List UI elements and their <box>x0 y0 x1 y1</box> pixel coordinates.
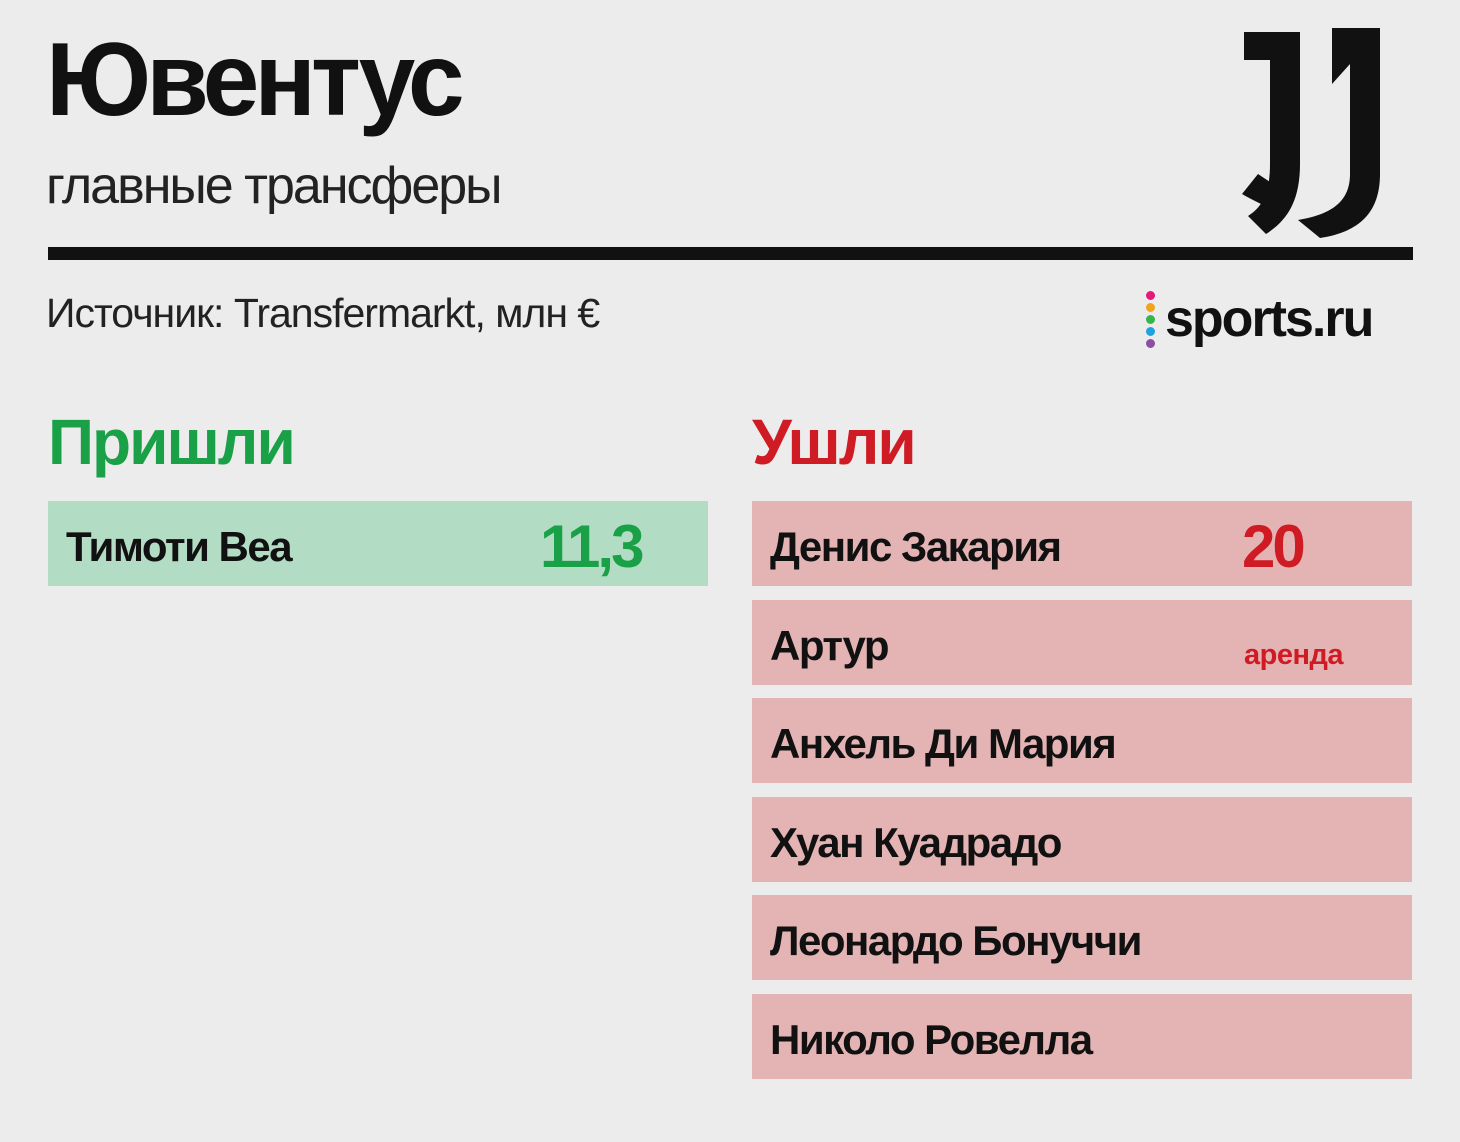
departed-row: Анхель Ди Мария <box>752 698 1412 784</box>
departed-row: Хуан Куадрадо <box>752 796 1412 882</box>
departed-heading: Ушли <box>752 406 917 478</box>
transfer-fee: 11,3 <box>540 513 644 580</box>
player-name: Николо Ровелла <box>770 1016 1093 1063</box>
brand-dot <box>1146 314 1155 324</box>
player-name: Денис Закария <box>770 523 1062 570</box>
sports-ru-dots-icon <box>1146 290 1155 348</box>
arrived-row: Тимоти Веа 11,3 <box>48 501 708 586</box>
sports-ru-wordmark: sports.ru <box>1165 290 1374 348</box>
departed-row: Николо Ровелла <box>752 994 1412 1079</box>
departed-row: Леонардо Бонуччи <box>752 895 1412 981</box>
source-note: Источник: Transfermarkt, млн € <box>46 290 600 336</box>
transfer-fee: 20 <box>1242 513 1306 580</box>
header-divider <box>48 247 1413 260</box>
brand-dot <box>1146 290 1155 300</box>
brand-dot <box>1146 338 1155 348</box>
arrived-heading: Пришли <box>48 406 296 478</box>
departed-row: Денис Закария 20 <box>752 501 1412 586</box>
player-name: Хуан Куадрадо <box>770 818 1062 866</box>
brand-dot <box>1146 302 1155 312</box>
player-name: Артур <box>770 621 890 669</box>
page-title: Ювентус <box>46 22 465 138</box>
player-name: Анхель Ди Мария <box>770 720 1117 768</box>
brand-dot <box>1146 326 1155 336</box>
sports-ru-logo: sports.ru <box>1146 286 1374 352</box>
page-subtitle: главные трансферы <box>46 157 503 215</box>
player-name: Тимоти Веа <box>66 523 293 570</box>
player-name: Леонардо Бонуччи <box>770 917 1142 965</box>
transfer-note: аренда <box>1244 638 1344 671</box>
departed-row: Артур аренда <box>752 599 1412 685</box>
juventus-logo-icon <box>1242 28 1380 238</box>
